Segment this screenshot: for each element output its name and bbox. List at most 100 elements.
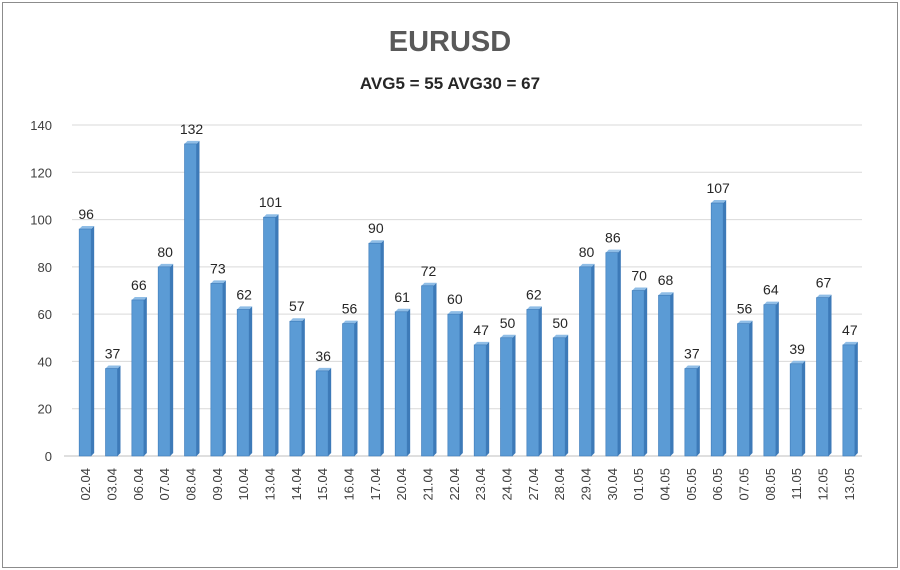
bar-front bbox=[78, 228, 92, 457]
bar-front bbox=[421, 285, 434, 457]
data-label: 56 bbox=[342, 301, 358, 317]
bar bbox=[710, 200, 727, 457]
bar bbox=[315, 367, 332, 457]
bar-top bbox=[474, 341, 490, 345]
data-label: 60 bbox=[447, 291, 463, 307]
x-tick-label: 17.04 bbox=[368, 468, 383, 501]
x-axis-ticks: 02.04 03.04 06.04 07.04 08.04 09.04 10.04 13.04… bbox=[78, 468, 857, 501]
bar-side bbox=[512, 334, 516, 456]
data-label: 80 bbox=[579, 244, 595, 260]
data-label: 37 bbox=[684, 346, 700, 362]
bar-top bbox=[79, 226, 95, 230]
bar-front bbox=[710, 202, 724, 457]
x-tick-label: 02.04 bbox=[78, 468, 93, 501]
data-label: 61 bbox=[394, 289, 410, 305]
data-label: 86 bbox=[605, 230, 621, 246]
bar-side bbox=[696, 365, 700, 456]
x-tick-label: 09.04 bbox=[210, 468, 225, 501]
chart-title: EURUSD bbox=[388, 26, 512, 58]
y-tick-label: 40 bbox=[38, 354, 52, 369]
bar-top bbox=[842, 341, 858, 345]
data-label: 73 bbox=[210, 260, 226, 276]
bar-front bbox=[263, 216, 276, 457]
bar-front bbox=[447, 313, 461, 457]
data-label: 67 bbox=[816, 275, 832, 291]
bar bbox=[473, 341, 490, 457]
bar-side bbox=[170, 263, 174, 456]
bar-top bbox=[158, 263, 174, 267]
bar-front bbox=[236, 309, 250, 457]
bar bbox=[105, 365, 121, 457]
bar-side bbox=[380, 240, 384, 456]
bar-top bbox=[184, 140, 200, 144]
y-tick-label: 120 bbox=[30, 165, 52, 180]
x-tick-label: 22.04 bbox=[447, 468, 462, 501]
bar-side bbox=[196, 140, 200, 456]
x-tick-label: 15.04 bbox=[315, 468, 330, 501]
bar-front bbox=[552, 337, 566, 457]
y-tick-label: 0 bbox=[45, 449, 52, 464]
bar-front bbox=[658, 294, 671, 457]
bar-top bbox=[342, 320, 358, 324]
bar-top bbox=[316, 367, 332, 371]
data-label: 64 bbox=[763, 282, 779, 298]
bar-front bbox=[131, 299, 145, 457]
bar-side bbox=[644, 287, 648, 456]
bar-side bbox=[433, 282, 437, 456]
bar-top bbox=[289, 318, 305, 322]
bar-side bbox=[275, 214, 279, 456]
data-label: 107 bbox=[706, 180, 730, 196]
bar-front bbox=[789, 363, 803, 457]
bar bbox=[78, 226, 95, 457]
y-axis-ticks: 0 20 40 60 80 100 120 140 bbox=[30, 118, 52, 464]
bar-side bbox=[249, 306, 253, 456]
x-tick-label: 13.04 bbox=[263, 468, 278, 501]
bar-top bbox=[711, 200, 727, 204]
bar bbox=[157, 263, 174, 457]
y-tick-label: 100 bbox=[30, 213, 52, 228]
x-tick-label: 28.04 bbox=[552, 468, 567, 501]
data-label: 50 bbox=[500, 315, 516, 331]
bar-front bbox=[605, 252, 619, 457]
bar-top bbox=[553, 334, 569, 338]
x-tick-label: 14.04 bbox=[289, 468, 304, 501]
bar-top bbox=[579, 263, 595, 267]
x-tick-label: 11.05 bbox=[789, 468, 804, 500]
bar-top bbox=[737, 320, 753, 324]
bar-side bbox=[222, 280, 226, 456]
bar bbox=[421, 282, 437, 457]
x-tick-label: 08.04 bbox=[184, 468, 199, 501]
data-labels: 96 37 66 80 132 73 62 101 57 36 56 90 61 72 60 47 50 62 50… bbox=[78, 121, 857, 364]
y-tick-label: 140 bbox=[30, 118, 52, 133]
data-label: 66 bbox=[131, 277, 147, 293]
bar bbox=[552, 334, 569, 457]
bar-side bbox=[775, 301, 779, 456]
bar bbox=[658, 292, 674, 457]
bar bbox=[631, 287, 648, 457]
bar-front bbox=[526, 309, 540, 457]
bar-side bbox=[723, 200, 727, 456]
bar bbox=[263, 214, 279, 457]
x-tick-label: 06.05 bbox=[710, 468, 725, 501]
x-tick-label: 05.05 bbox=[684, 468, 699, 501]
bar-front bbox=[579, 266, 592, 457]
bar-front bbox=[763, 304, 777, 457]
bar bbox=[210, 280, 226, 457]
x-tick-label: 30.04 bbox=[605, 468, 620, 501]
data-label: 37 bbox=[105, 346, 121, 362]
bar-front bbox=[315, 370, 329, 457]
bar-top bbox=[763, 301, 779, 305]
bar-top bbox=[105, 365, 121, 369]
bar-top bbox=[526, 306, 542, 310]
bar-side bbox=[117, 365, 121, 456]
bar-side bbox=[538, 306, 542, 456]
bar-side bbox=[143, 296, 147, 456]
x-tick-label: 21.04 bbox=[421, 468, 436, 501]
bar-side bbox=[459, 311, 463, 456]
bar bbox=[394, 308, 411, 457]
bar-top bbox=[632, 287, 648, 291]
data-label: 96 bbox=[78, 206, 94, 222]
y-tick-label: 80 bbox=[38, 260, 52, 275]
bar-front bbox=[157, 266, 171, 457]
bar-front bbox=[842, 344, 856, 457]
